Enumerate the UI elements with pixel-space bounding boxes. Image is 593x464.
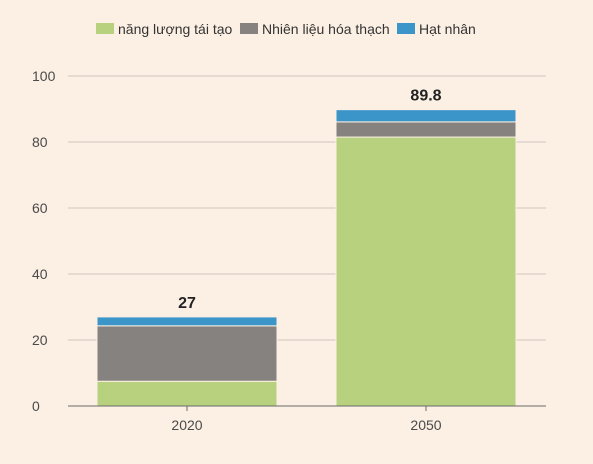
y-tick-label-100: 100 — [32, 68, 56, 84]
y-tick-label-60: 60 — [32, 200, 48, 216]
bar-2020-h-t-nh-n-2 — [96, 316, 278, 327]
legend-swatch-2 — [397, 23, 415, 34]
legend: năng lượng tái tạo Nhiên liệu hóa thạch Hạ… — [96, 21, 476, 37]
bar-2050-nhi-n-li-u-h-a-th-ch-1 — [335, 121, 517, 138]
y-tick-label-40: 40 — [32, 266, 48, 282]
bar-2050-n-ng-l-ng-t-i-t-o-0 — [335, 136, 517, 407]
legend-label-0: năng lượng tái tạo — [118, 21, 233, 37]
legend-label-2: Hạt nhân — [419, 21, 476, 37]
legend-swatch-0 — [96, 23, 114, 34]
y-tick-label-20: 20 — [32, 332, 48, 348]
x-tick-label-2050: 2050 — [410, 417, 441, 433]
y-tick-label-80: 80 — [32, 134, 48, 150]
total-labels: 27 89.8 — [178, 88, 442, 312]
y-tick-label-0: 0 — [32, 398, 40, 414]
bar-2020-n-ng-l-ng-t-i-t-o-0 — [96, 380, 278, 407]
legend-label-1: Nhiên liệu hóa thạch — [262, 21, 390, 37]
x-tick-label-2020: 2020 — [171, 417, 202, 433]
bar-2020-nhi-n-li-u-h-a-th-ch-1 — [96, 325, 278, 382]
bars — [96, 109, 517, 407]
legend-swatch-1 — [240, 23, 258, 34]
total-label-2050: 89.8 — [410, 88, 441, 105]
x-axis: 2020 2050 — [68, 405, 546, 433]
bar-2050-h-t-nh-n-2 — [335, 109, 517, 123]
total-label-2020: 27 — [178, 295, 196, 312]
